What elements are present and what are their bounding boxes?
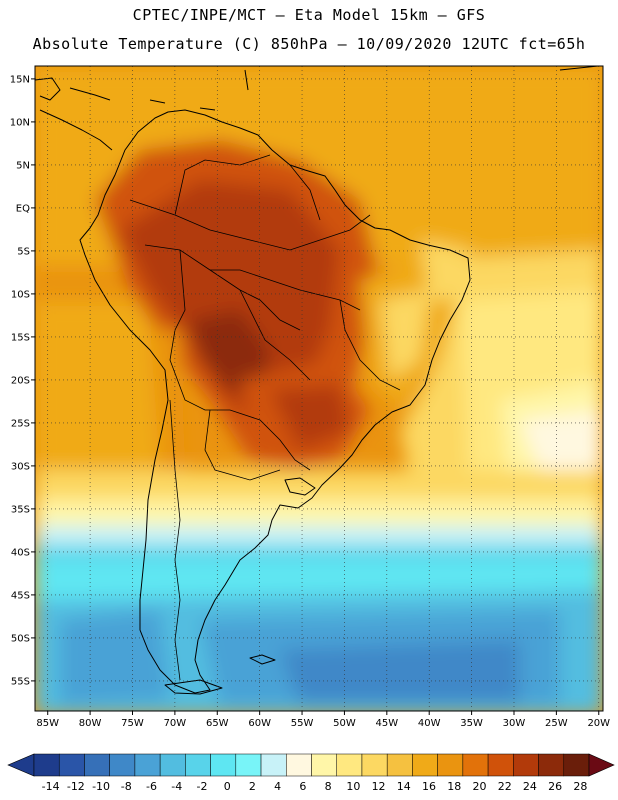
colorbar-label: 26 bbox=[548, 780, 562, 793]
lon-tick-label: 55W bbox=[291, 718, 314, 729]
lon-tick-label: 25W bbox=[545, 718, 568, 729]
lon-tick-label: 45W bbox=[376, 718, 399, 729]
lat-tick-label: 15S bbox=[11, 332, 30, 343]
lon-tick-label: 50W bbox=[333, 718, 356, 729]
colorbar-swatch bbox=[58, 753, 85, 777]
lat-tick-label: EQ bbox=[16, 203, 30, 214]
colorbar-label: 0 bbox=[224, 780, 231, 793]
lat-tick-label: 35S bbox=[11, 504, 30, 515]
colorbar-swatch bbox=[109, 753, 136, 777]
lon-tick-label: 35W bbox=[460, 718, 483, 729]
colorbar-swatch bbox=[33, 753, 60, 777]
colorbar-label: 20 bbox=[472, 780, 486, 793]
colorbar-label: -6 bbox=[146, 780, 157, 793]
colorbar-swatch bbox=[361, 753, 388, 777]
colorbar-swatch bbox=[437, 753, 464, 777]
graticule bbox=[35, 66, 603, 711]
colorbar-swatch bbox=[311, 753, 337, 777]
lat-tick-label: 50S bbox=[11, 633, 30, 644]
colorbar-swatch bbox=[134, 753, 161, 777]
colorbar-label: -8 bbox=[121, 780, 132, 793]
colorbar-label: 28 bbox=[573, 780, 587, 793]
colorbar-swatch bbox=[185, 753, 211, 777]
colorbar-swatch bbox=[538, 753, 565, 777]
lon-tick-label: 85W bbox=[36, 718, 59, 729]
country-borders bbox=[129, 154, 401, 681]
colorbar-label: 14 bbox=[397, 780, 411, 793]
colorbar-right-arrow bbox=[588, 753, 615, 777]
colorbar-label: 12 bbox=[372, 780, 386, 793]
colorbar-swatch bbox=[210, 753, 237, 777]
colorbar-label: 16 bbox=[422, 780, 436, 793]
colorbar-label: 6 bbox=[299, 780, 306, 793]
lon-tick-label: 20W bbox=[587, 718, 610, 729]
lon-tick-label: 60W bbox=[248, 718, 271, 729]
colorbar-label: -12 bbox=[67, 780, 85, 793]
colorbar-label: 24 bbox=[523, 780, 537, 793]
colorbar-label: 4 bbox=[274, 780, 281, 793]
colorbar-label: -14 bbox=[42, 780, 60, 793]
lat-tick-label: 55S bbox=[11, 676, 30, 687]
colorbar-swatch bbox=[159, 753, 186, 777]
colorbar-swatch bbox=[462, 753, 489, 777]
lat-tick-label: 30S bbox=[11, 461, 30, 472]
colorbar-label: 22 bbox=[498, 780, 512, 793]
lon-tick-label: 75W bbox=[121, 718, 144, 729]
latitude-axis: 15N 10N 5N EQ 5S 10S 15S 20S 25S 30S 35S 40S 45S 50S 5… bbox=[10, 74, 35, 687]
lon-tick-label: 65W bbox=[206, 718, 229, 729]
longitude-axis: 85W 80W 75W 70W 65W 60W 55W 50W 45W 40W 35W 30W 25W 2… bbox=[36, 711, 610, 729]
temperature-field bbox=[35, 66, 603, 711]
temperature-colorbar: -14 -12 -10 -8 -6 -4 -2 0 2 4 6 8 10 12 14 16 18 20 22 24 26… bbox=[7, 753, 615, 793]
colorbar-swatch bbox=[513, 753, 539, 777]
colorbar-label: 10 bbox=[346, 780, 360, 793]
colorbar-label: -4 bbox=[171, 780, 182, 793]
colorbar-swatch bbox=[412, 753, 438, 777]
lon-tick-label: 80W bbox=[79, 718, 102, 729]
colorbar-swatch bbox=[235, 753, 262, 777]
colorbar-swatch bbox=[487, 753, 514, 777]
lat-tick-label: 5N bbox=[16, 160, 30, 171]
colorbar-label: 8 bbox=[325, 780, 332, 793]
lat-tick-label: 10N bbox=[10, 117, 30, 128]
lat-tick-label: 5S bbox=[17, 246, 30, 257]
lon-tick-label: 30W bbox=[503, 718, 526, 729]
colorbar-label: -10 bbox=[92, 780, 110, 793]
lat-tick-label: 40S bbox=[11, 547, 30, 558]
colorbar-label: 18 bbox=[447, 780, 461, 793]
map-frame bbox=[34, 65, 604, 712]
colorbar-swatch bbox=[336, 753, 363, 777]
colorbar-swatch bbox=[84, 753, 110, 777]
map-title-line-2: Absolute Temperature (C) 850hPa – 10/09/… bbox=[32, 35, 586, 53]
colorbar-label: 2 bbox=[249, 780, 256, 793]
colorbar-label: -2 bbox=[196, 780, 207, 793]
lat-tick-label: 25S bbox=[11, 418, 30, 429]
colorbar-swatch bbox=[260, 753, 287, 777]
lat-tick-label: 20S bbox=[11, 375, 30, 386]
map-title-line-1: CPTEC/INPE/MCT – Eta Model 15km – GFS bbox=[132, 6, 486, 24]
lon-tick-label: 40W bbox=[418, 718, 441, 729]
colorbar-left-arrow bbox=[7, 753, 35, 777]
lat-tick-label: 10S bbox=[11, 289, 30, 300]
lat-tick-label: 15N bbox=[10, 74, 30, 85]
colorbar-swatch bbox=[563, 753, 590, 777]
colorbar-swatch bbox=[386, 753, 413, 777]
colorbar-swatch bbox=[286, 753, 312, 777]
lat-tick-label: 45S bbox=[11, 590, 30, 601]
lon-tick-label: 70W bbox=[164, 718, 187, 729]
coastlines bbox=[35, 66, 599, 695]
